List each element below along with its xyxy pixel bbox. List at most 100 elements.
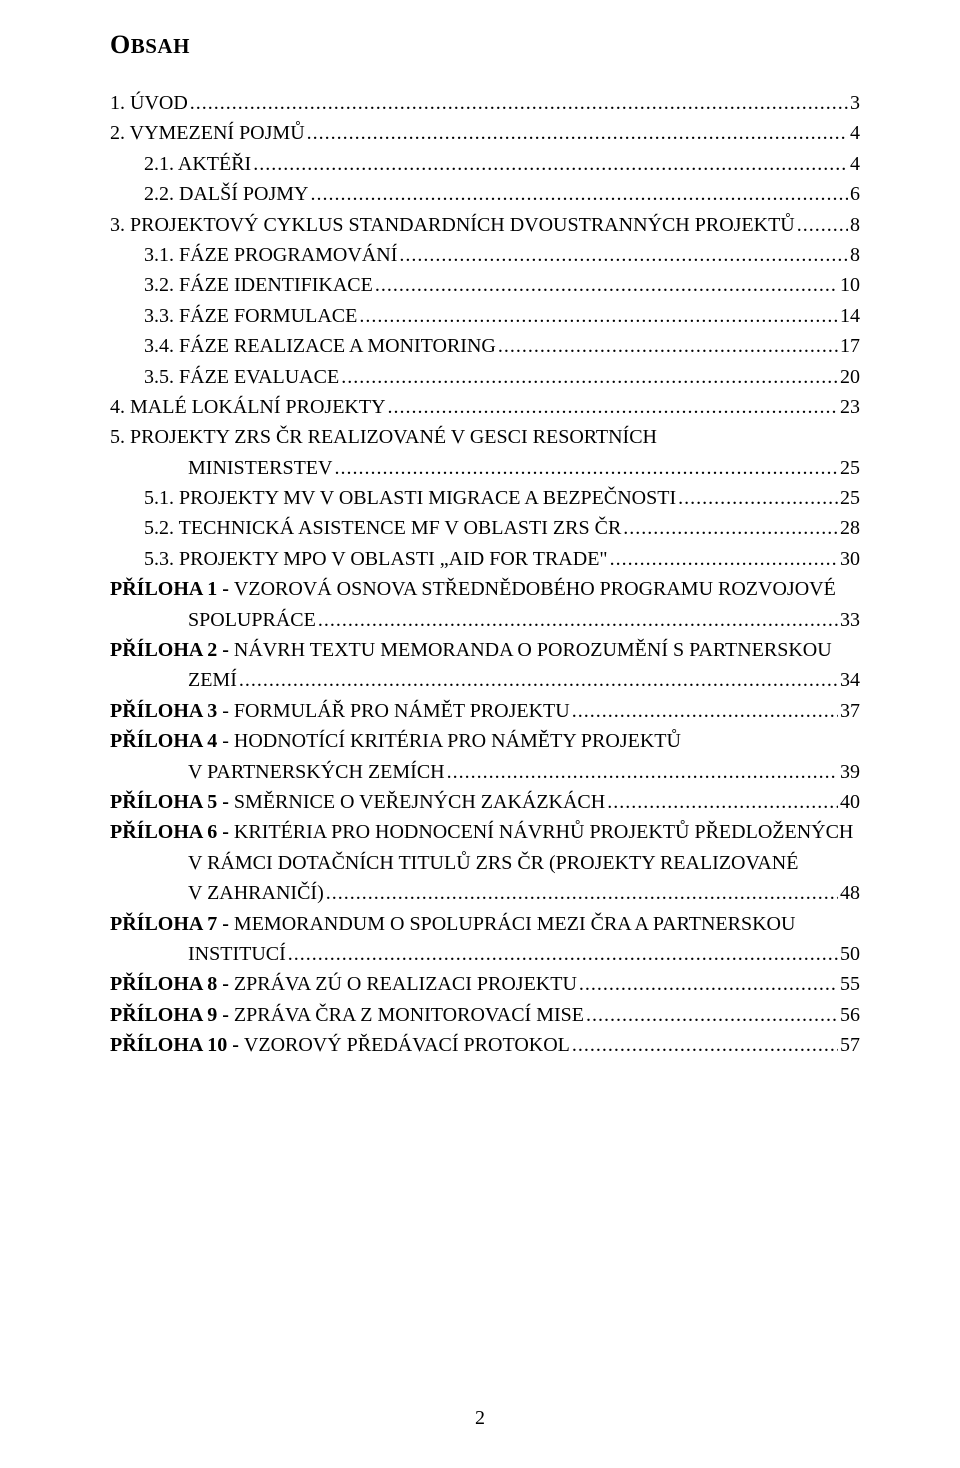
toc-leader-dots	[572, 696, 838, 726]
toc-label: INSTITUCÍ	[188, 939, 286, 969]
toc-leader-dots	[678, 483, 838, 513]
toc-leader-dots	[797, 210, 848, 240]
toc-label: 2. VYMEZENÍ POJMŮ	[110, 118, 305, 148]
toc-label: 3.2. FÁZE IDENTIFIKACE	[144, 270, 373, 300]
toc-entry: PŘÍLOHA 4 - HODNOTÍCÍ KRITÉRIA PRO NÁMĚT…	[110, 726, 860, 756]
toc-entry: 5. PROJEKTY ZRS ČR REALIZOVANÉ V GESCI R…	[110, 422, 860, 452]
toc-page-number: 34	[840, 665, 860, 695]
table-of-contents: 1. ÚVOD32. VYMEZENÍ POJMŮ42.1. AKTÉŘI42.…	[110, 88, 860, 1061]
toc-leader-dots	[253, 149, 848, 179]
toc-label: SPOLUPRÁCE	[188, 605, 316, 635]
toc-page-number: 17	[840, 331, 860, 361]
toc-page-number: 8	[850, 210, 860, 240]
toc-entry: 3.4. FÁZE REALIZACE A MONITORING 17	[110, 331, 860, 361]
toc-leader-dots	[579, 969, 838, 999]
toc-label: 3.5. FÁZE EVALUACE	[144, 362, 339, 392]
toc-leader-dots	[447, 757, 838, 787]
toc-page-number: 3	[850, 88, 860, 118]
toc-page-number: 50	[840, 939, 860, 969]
toc-entry: PŘÍLOHA 7 - MEMORANDUM O SPOLUPRÁCI MEZI…	[110, 909, 860, 939]
toc-label: PŘÍLOHA 2 - NÁVRH TEXTU MEMORANDA O PORO…	[110, 635, 832, 665]
toc-label: 2.2. DALŠÍ POJMY	[144, 179, 308, 209]
toc-label: V ZAHRANIČÍ)	[188, 878, 324, 908]
toc-label: PŘÍLOHA 7 - MEMORANDUM O SPOLUPRÁCI MEZI…	[110, 909, 795, 939]
toc-label: PŘÍLOHA 9 - ZPRÁVA ČRA Z MONITOROVACÍ MI…	[110, 1000, 584, 1030]
toc-label: 5.2. TECHNICKÁ ASISTENCE MF V OBLASTI ZR…	[144, 513, 621, 543]
toc-page-number: 10	[840, 270, 860, 300]
toc-page-number: 6	[850, 179, 860, 209]
toc-label: PŘÍLOHA 10 - VZOROVÝ PŘEDÁVACÍ PROTOKOL	[110, 1030, 570, 1060]
toc-entry: 3.5. FÁZE EVALUACE 20	[110, 362, 860, 392]
toc-label: PŘÍLOHA 1 - VZOROVÁ OSNOVA STŘEDNĚDOBÉHO…	[110, 574, 836, 604]
toc-page-number: 39	[840, 757, 860, 787]
toc-leader-dots	[498, 331, 838, 361]
toc-page-number: 20	[840, 362, 860, 392]
heading-rest: BSAH	[131, 34, 190, 58]
toc-page-number: 55	[840, 969, 860, 999]
heading-main: O	[110, 30, 131, 59]
toc-page-number: 30	[840, 544, 860, 574]
toc-label: V RÁMCI DOTAČNÍCH TITULŮ ZRS ČR (PROJEKT…	[188, 848, 798, 878]
toc-entry: PŘÍLOHA 5 - SMĚRNICE O VEŘEJNÝCH ZAKÁZKÁ…	[110, 787, 860, 817]
toc-label: V PARTNERSKÝCH ZEMÍCH	[188, 757, 445, 787]
toc-leader-dots	[288, 939, 838, 969]
toc-entry: 2.1. AKTÉŘI 4	[110, 149, 860, 179]
toc-entry: PŘÍLOHA 10 - VZOROVÝ PŘEDÁVACÍ PROTOKOL 5…	[110, 1030, 860, 1060]
toc-leader-dots	[623, 513, 838, 543]
toc-entry: 2. VYMEZENÍ POJMŮ 4	[110, 118, 860, 148]
toc-entry: V PARTNERSKÝCH ZEMÍCH 39	[110, 757, 860, 787]
toc-page-number: 4	[850, 118, 860, 148]
toc-leader-dots	[610, 544, 838, 574]
toc-label: PŘÍLOHA 4 - HODNOTÍCÍ KRITÉRIA PRO NÁMĚT…	[110, 726, 681, 756]
toc-page-number: 8	[850, 240, 860, 270]
toc-leader-dots	[399, 240, 848, 270]
toc-entry: 5.1. PROJEKTY MV V OBLASTI MIGRACE A BEZ…	[110, 483, 860, 513]
toc-entry: 5.3. PROJEKTY MPO V OBLASTI „AID FOR TRA…	[110, 544, 860, 574]
toc-leader-dots	[375, 270, 838, 300]
toc-label: ZEMÍ	[188, 665, 237, 695]
toc-label: 1. ÚVOD	[110, 88, 188, 118]
toc-entry: PŘÍLOHA 9 - ZPRÁVA ČRA Z MONITOROVACÍ MI…	[110, 1000, 860, 1030]
toc-leader-dots	[326, 878, 838, 908]
toc-page-number: 28	[840, 513, 860, 543]
toc-page-number: 48	[840, 878, 860, 908]
toc-label: 3.1. FÁZE PROGRAMOVÁNÍ	[144, 240, 397, 270]
toc-leader-dots	[586, 1000, 838, 1030]
toc-entry: PŘÍLOHA 8 - ZPRÁVA ZÚ O REALIZACI PROJEK…	[110, 969, 860, 999]
toc-label: 2.1. AKTÉŘI	[144, 149, 251, 179]
toc-entry: SPOLUPRÁCE 33	[110, 605, 860, 635]
toc-entry: PŘÍLOHA 2 - NÁVRH TEXTU MEMORANDA O PORO…	[110, 635, 860, 665]
toc-entry: 3.3. FÁZE FORMULACE14	[110, 301, 860, 331]
toc-leader-dots	[334, 453, 838, 483]
toc-entry: 3. PROJEKTOVÝ CYKLUS STANDARDNÍCH DVOUST…	[110, 210, 860, 240]
toc-page-number: 23	[840, 392, 860, 422]
toc-entry: MINISTERSTEV25	[110, 453, 860, 483]
toc-label: PŘÍLOHA 3 - FORMULÁŘ PRO NÁMĚT PROJEKTU	[110, 696, 570, 726]
toc-leader-dots	[341, 362, 838, 392]
toc-entry: V ZAHRANIČÍ) 48	[110, 878, 860, 908]
toc-label: 3.3. FÁZE FORMULACE	[144, 301, 357, 331]
toc-entry: 3.2. FÁZE IDENTIFIKACE 10	[110, 270, 860, 300]
toc-label: PŘÍLOHA 5 - SMĚRNICE O VEŘEJNÝCH ZAKÁZKÁ…	[110, 787, 605, 817]
page-title: OBSAH	[110, 30, 860, 60]
toc-leader-dots	[239, 665, 838, 695]
toc-label: 3. PROJEKTOVÝ CYKLUS STANDARDNÍCH DVOUST…	[110, 210, 795, 240]
toc-page-number: 57	[840, 1030, 860, 1060]
toc-page-number: 33	[840, 605, 860, 635]
toc-leader-dots	[572, 1030, 838, 1060]
toc-page-number: 25	[840, 483, 860, 513]
toc-entry: V RÁMCI DOTAČNÍCH TITULŮ ZRS ČR (PROJEKT…	[110, 848, 860, 878]
toc-entry: PŘÍLOHA 6 - KRITÉRIA PRO HODNOCENÍ NÁVRH…	[110, 817, 860, 847]
toc-leader-dots	[307, 118, 848, 148]
toc-label: 5.1. PROJEKTY MV V OBLASTI MIGRACE A BEZ…	[144, 483, 676, 513]
toc-leader-dots	[607, 787, 838, 817]
toc-label: 3.4. FÁZE REALIZACE A MONITORING	[144, 331, 496, 361]
toc-page-number: 40	[840, 787, 860, 817]
toc-page-number: 4	[850, 149, 860, 179]
toc-entry: PŘÍLOHA 3 - FORMULÁŘ PRO NÁMĚT PROJEKTU3…	[110, 696, 860, 726]
toc-entry: PŘÍLOHA 1 - VZOROVÁ OSNOVA STŘEDNĚDOBÉHO…	[110, 574, 860, 604]
toc-leader-dots	[318, 605, 838, 635]
toc-leader-dots	[388, 392, 838, 422]
toc-leader-dots	[190, 88, 848, 118]
toc-label: 4. MALÉ LOKÁLNÍ PROJEKTY	[110, 392, 386, 422]
